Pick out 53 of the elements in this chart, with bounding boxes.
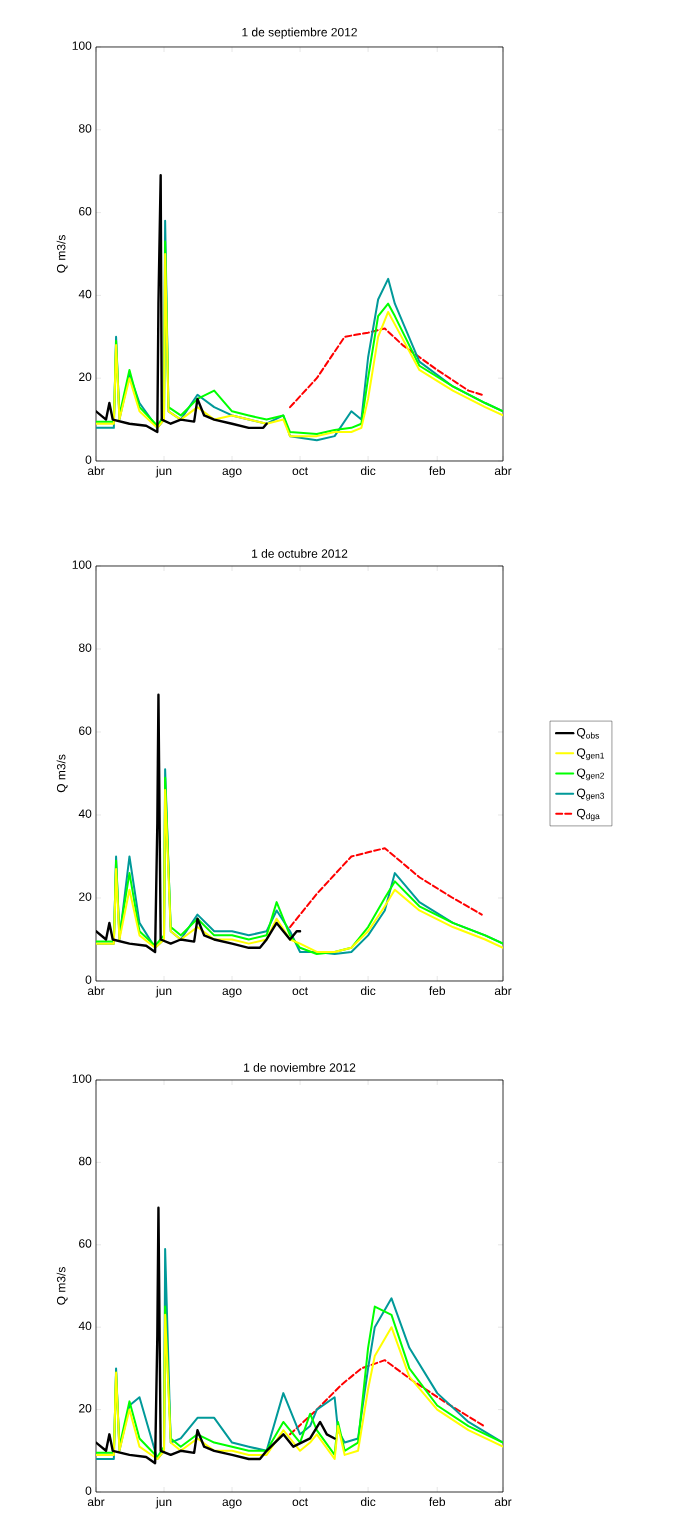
x-tick-label: dic: [360, 466, 376, 476]
chart-title: 1 de octubre 2012: [252, 548, 348, 558]
chart-title: 1 de septiembre 2012: [242, 27, 357, 39]
x-tick-label: oct: [292, 1498, 308, 1507]
y-tick-label: 60: [79, 1239, 92, 1248]
y-tick-label: 20: [79, 892, 92, 901]
line-series: [289, 1359, 486, 1436]
y-tick-label: 20: [79, 372, 92, 382]
x-tick-label: oct: [292, 987, 308, 996]
y-tick-label: 40: [78, 1321, 92, 1331]
x-tick-label: dic: [360, 986, 376, 996]
legend-label: Q$_{gen3}$: [576, 788, 605, 801]
y-tick-label: 40: [78, 289, 92, 299]
y-tick-label: 100: [72, 1074, 92, 1083]
chart-title: 1 de noviembre 2012: [244, 1063, 356, 1072]
y-tick-label: 0: [85, 1486, 92, 1495]
y-axis-title: Q m3/s: [56, 754, 68, 793]
legend-label: Q$_{dga}$: [576, 808, 600, 821]
y-tick-label: 60: [79, 207, 92, 216]
x-tick-label: feb: [429, 466, 446, 476]
y-tick-label: 80: [78, 1156, 92, 1166]
y-tick-label: 60: [79, 726, 92, 735]
y-tick-label: 40: [78, 809, 92, 818]
x-tick-label: jun: [155, 1497, 172, 1509]
y-tick-label: 80: [78, 643, 92, 652]
line-series: [289, 847, 483, 929]
x-tick-label: ago: [222, 1499, 242, 1509]
x-tick-label: jun: [155, 466, 172, 478]
line-series: [289, 327, 483, 409]
y-axis-title: Q m3/s: [56, 1267, 68, 1305]
legend-label: Q$_{obs}$: [576, 728, 599, 739]
y-tick-label: 100: [72, 41, 92, 50]
y-tick-label: 0: [85, 975, 92, 984]
x-tick-label: abr: [87, 986, 105, 996]
x-tick-label: abr: [494, 986, 512, 996]
y-tick-label: 80: [78, 124, 92, 133]
legend-label: Q$_{gen2}$: [576, 768, 605, 781]
y-tick-label: 20: [79, 1404, 92, 1413]
x-tick-label: abr: [494, 466, 512, 476]
x-tick-label: jun: [155, 986, 172, 998]
x-tick-label: dic: [360, 1497, 376, 1507]
x-tick-label: oct: [292, 467, 308, 476]
x-tick-label: ago: [222, 988, 242, 998]
x-tick-label: abr: [87, 466, 105, 476]
x-tick-label: feb: [429, 1497, 446, 1507]
legend-label: Q$_{gen1}$: [576, 748, 605, 761]
y-tick-label: 0: [85, 455, 92, 464]
x-tick-label: ago: [222, 468, 242, 478]
x-tick-label: abr: [87, 1497, 105, 1507]
x-tick-label: abr: [494, 1497, 512, 1507]
x-tick-label: feb: [429, 986, 446, 996]
y-axis-title: Q m3/s: [56, 235, 68, 273]
y-tick-label: 100: [72, 560, 92, 569]
